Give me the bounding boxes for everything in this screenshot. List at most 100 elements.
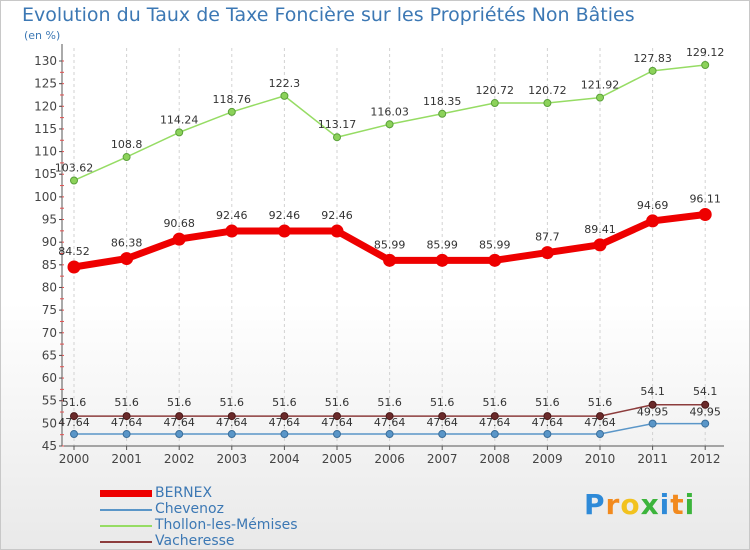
data-point-vacheresse [543,412,552,421]
data-label-bernex: 92.46 [321,209,353,222]
data-label-vacheresse: 51.6 [272,396,297,409]
y-tick-label: 50 [42,416,57,430]
y-tick-label: 60 [42,371,57,385]
data-point-thollon [701,60,710,69]
y-tick-label: 120 [34,99,57,113]
data-point-bernex [540,246,554,260]
data-label-bernex: 89.41 [584,223,616,236]
data-label-bernex: 92.46 [216,209,248,222]
y-axis-unit: (en %) [24,29,61,42]
y-tick-label: 95 [42,213,57,227]
logo-letter: o [620,488,641,521]
data-label-thollon: 118.76 [213,93,252,106]
data-label-vacheresse: 51.6 [483,396,508,409]
data-point-vacheresse [227,412,236,421]
data-label-bernex: 96.11 [689,193,721,206]
x-tick-label: 2006 [374,452,405,466]
data-label-chevenoz: 49.95 [637,406,669,419]
data-label-thollon: 114.24 [160,113,199,126]
data-point-thollon [543,99,552,108]
x-tick-label: 2004 [269,452,300,466]
data-point-vacheresse [701,400,710,409]
data-label-bernex: 85.99 [374,238,406,251]
logo-letter: x [640,488,660,521]
data-point-chevenoz [385,430,394,439]
data-point-chevenoz [122,430,131,439]
data-label-bernex: 85.99 [426,238,458,251]
data-point-vacheresse [438,412,447,421]
y-tick-label: 130 [34,54,57,68]
data-label-vacheresse: 51.6 [325,396,350,409]
data-label-bernex: 86.38 [111,237,143,250]
data-label-chevenoz: 47.64 [584,416,616,429]
data-label-bernex: 87.7 [535,231,560,244]
data-point-bernex [698,208,712,222]
logo-letter: r [605,488,621,521]
data-point-chevenoz [648,419,657,428]
x-tick-label: 2007 [427,452,458,466]
y-tick-label: 125 [34,77,57,91]
y-tick-label: 100 [34,190,57,204]
y-tick-label: 115 [34,122,57,136]
data-label-chevenoz: 47.64 [216,416,248,429]
legend-swatch [100,509,152,511]
y-tick-label: 70 [42,326,57,340]
y-tick-label: 90 [42,235,57,249]
data-label-thollon: 108.8 [111,138,143,151]
legend-swatch [100,541,152,543]
data-label-bernex: 92.46 [269,209,301,222]
data-label-thollon: 121.92 [581,79,620,92]
data-label-chevenoz: 47.64 [269,416,301,429]
y-tick-label: 75 [42,303,57,317]
chart-title: Evolution du Taux de Taxe Foncière sur l… [22,4,635,26]
data-point-vacheresse [122,412,131,421]
data-label-vacheresse: 51.6 [535,396,560,409]
x-tick-label: 2009 [532,452,563,466]
data-point-thollon [490,99,499,108]
legend-swatch [100,490,152,497]
data-point-chevenoz [70,430,78,439]
data-point-bernex [225,224,239,238]
data-label-thollon: 118.35 [423,95,462,108]
data-label-bernex: 85.99 [479,238,511,251]
data-label-chevenoz: 47.64 [374,416,406,429]
legend-label: Thollon-les-Mémises [155,517,298,533]
y-tick-label: 65 [42,348,57,362]
data-label-thollon: 127.83 [633,52,672,65]
data-point-thollon [280,91,289,100]
data-point-bernex [67,260,81,274]
data-point-vacheresse [596,412,604,421]
legend-label: Chevenoz [155,501,224,517]
x-tick-label: 2000 [59,452,90,466]
logo-letter: i [684,488,696,521]
x-tick-label: 2005 [322,452,353,466]
data-label-vacheresse: 51.6 [430,396,455,409]
data-point-chevenoz [227,430,236,439]
data-point-thollon [70,176,78,185]
proxiti-logo: Proxiti [584,488,695,521]
data-label-bernex: 90.68 [163,217,195,230]
legend-label: Vacheresse [155,533,235,549]
y-tick-label: 85 [42,258,57,272]
data-point-vacheresse [70,412,78,421]
data-label-vacheresse: 51.6 [167,396,192,409]
data-point-chevenoz [175,430,184,439]
logo-letter: i [659,488,671,521]
data-label-thollon: 129.12 [686,46,725,59]
data-point-bernex [330,224,344,238]
data-label-thollon: 120.72 [528,84,567,97]
data-label-chevenoz: 47.64 [321,416,353,429]
x-tick-label: 2008 [480,452,511,466]
data-point-thollon [175,128,184,137]
data-label-vacheresse: 51.6 [588,396,613,409]
logo-letter: t [670,488,685,521]
data-point-thollon [648,66,657,75]
data-label-vacheresse: 54.1 [693,385,718,398]
y-tick-label: 105 [34,167,57,181]
data-point-vacheresse [175,412,184,421]
data-label-vacheresse: 51.6 [220,396,245,409]
y-tick-label: 110 [34,145,57,159]
data-label-chevenoz: 47.64 [532,416,564,429]
data-label-vacheresse: 51.6 [62,396,87,409]
data-point-bernex [435,253,449,267]
